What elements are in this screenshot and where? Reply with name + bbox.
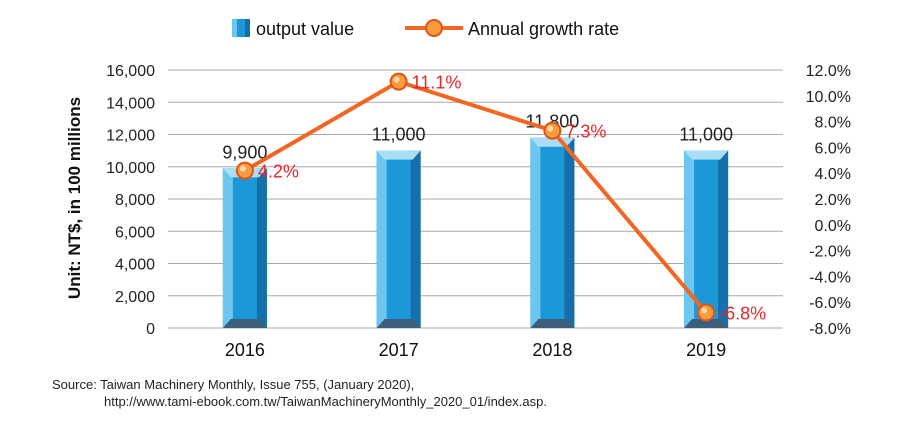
y-right-tick-label: -2.0%: [809, 244, 851, 261]
growth-value-label: 4.2%: [258, 162, 299, 182]
legend-item-growth-rate: Annual growth rate: [405, 19, 619, 39]
y-left-tick-label: 10,000: [106, 160, 155, 177]
y-right-tick-label: 6.0%: [815, 140, 851, 157]
bar-top-cap: [684, 150, 729, 160]
bar-value-label: 11,000: [372, 125, 426, 145]
y-left-tick-label: 12,000: [106, 128, 155, 145]
growth-value-label: 7.3%: [565, 122, 606, 142]
y-left-tick-label: 2,000: [115, 289, 155, 306]
legend-swatch-bar-right: [245, 19, 250, 37]
y-left-tick-label: 14,000: [106, 95, 155, 112]
y-left-tick-label: 8,000: [115, 192, 155, 209]
source-line-2: http://www.tami-ebook.com.tw/TaiwanMachi…: [104, 394, 547, 409]
y-left-tick-label: 6,000: [115, 224, 155, 241]
growth-point-highlight: [547, 125, 554, 132]
bar-left-face: [684, 150, 695, 328]
y-left-tick-label: 16,000: [106, 63, 155, 80]
growth-line-path: [243, 79, 708, 314]
x-tick-label: 2017: [379, 340, 419, 360]
bar-base: [684, 319, 729, 328]
x-tick-label: 2018: [532, 340, 572, 360]
growth-point-highlight: [393, 76, 400, 83]
y-right-tick-label: 0.0%: [815, 218, 851, 235]
legend-item-output-value: output value: [232, 19, 354, 39]
bar-left-face: [530, 137, 541, 328]
legend-swatch-bar-left: [232, 19, 237, 37]
axes: 0 2,000 4,000 6,000 8,000 10,000 12,000 14,000 1…: [65, 63, 851, 360]
y-right-tick-label: 8.0%: [815, 115, 851, 132]
y-left-tick-label: 4,000: [115, 257, 155, 274]
bar-base: [530, 319, 575, 328]
bar-base: [222, 319, 267, 328]
x-tick-label: 2019: [686, 340, 726, 360]
legend-swatch-marker: [425, 19, 443, 37]
y-right-tick-label: 12.0%: [806, 63, 851, 80]
bar-left-face: [222, 168, 233, 328]
legend: output value Annual growth rate: [232, 19, 619, 39]
source-line-1: Source: Taiwan Machinery Monthly, Issue …: [52, 377, 415, 392]
bar-value-label: 9,900: [222, 142, 267, 162]
bar-left-face: [376, 150, 387, 328]
bar-right-face: [410, 150, 421, 328]
y-left-tick-label: 0: [146, 321, 155, 338]
y-right-tick-label: 2.0%: [815, 192, 851, 209]
growth-value-label: -6.8%: [719, 304, 766, 324]
y-left-axis-label: Unit: NT$, in 100 millions: [65, 97, 84, 299]
growth-line: 4.2% 11.1% 7.3% -6.8%: [235, 72, 766, 324]
y-right-tick-label: -4.0%: [809, 269, 851, 286]
bar: [376, 150, 421, 328]
growth-point-highlight: [239, 165, 246, 172]
bar-right-face: [256, 168, 267, 328]
bar: [684, 150, 729, 328]
growth-value-label: 11.1%: [412, 73, 462, 93]
source-note: Source: Taiwan Machinery Monthly, Issue …: [52, 376, 547, 410]
bar-right-face: [564, 137, 575, 328]
bar-top-cap: [376, 150, 421, 160]
bar-right-face: [718, 150, 729, 328]
bar-base: [376, 319, 421, 328]
bar: [222, 168, 267, 328]
bar-value-label: 11,000: [679, 125, 733, 145]
y-right-tick-label: -6.0%: [809, 295, 851, 312]
gridlines: [168, 69, 783, 329]
y-right-tick-label: 10.0%: [806, 89, 851, 106]
y-right-tick-label: 4.0%: [815, 166, 851, 183]
legend-label: Annual growth rate: [468, 19, 619, 39]
growth-point-highlight: [701, 307, 708, 314]
y-right-tick-label: -8.0%: [809, 321, 851, 338]
legend-label: output value: [256, 19, 354, 39]
x-tick-label: 2016: [225, 340, 265, 360]
bar: [530, 137, 575, 328]
